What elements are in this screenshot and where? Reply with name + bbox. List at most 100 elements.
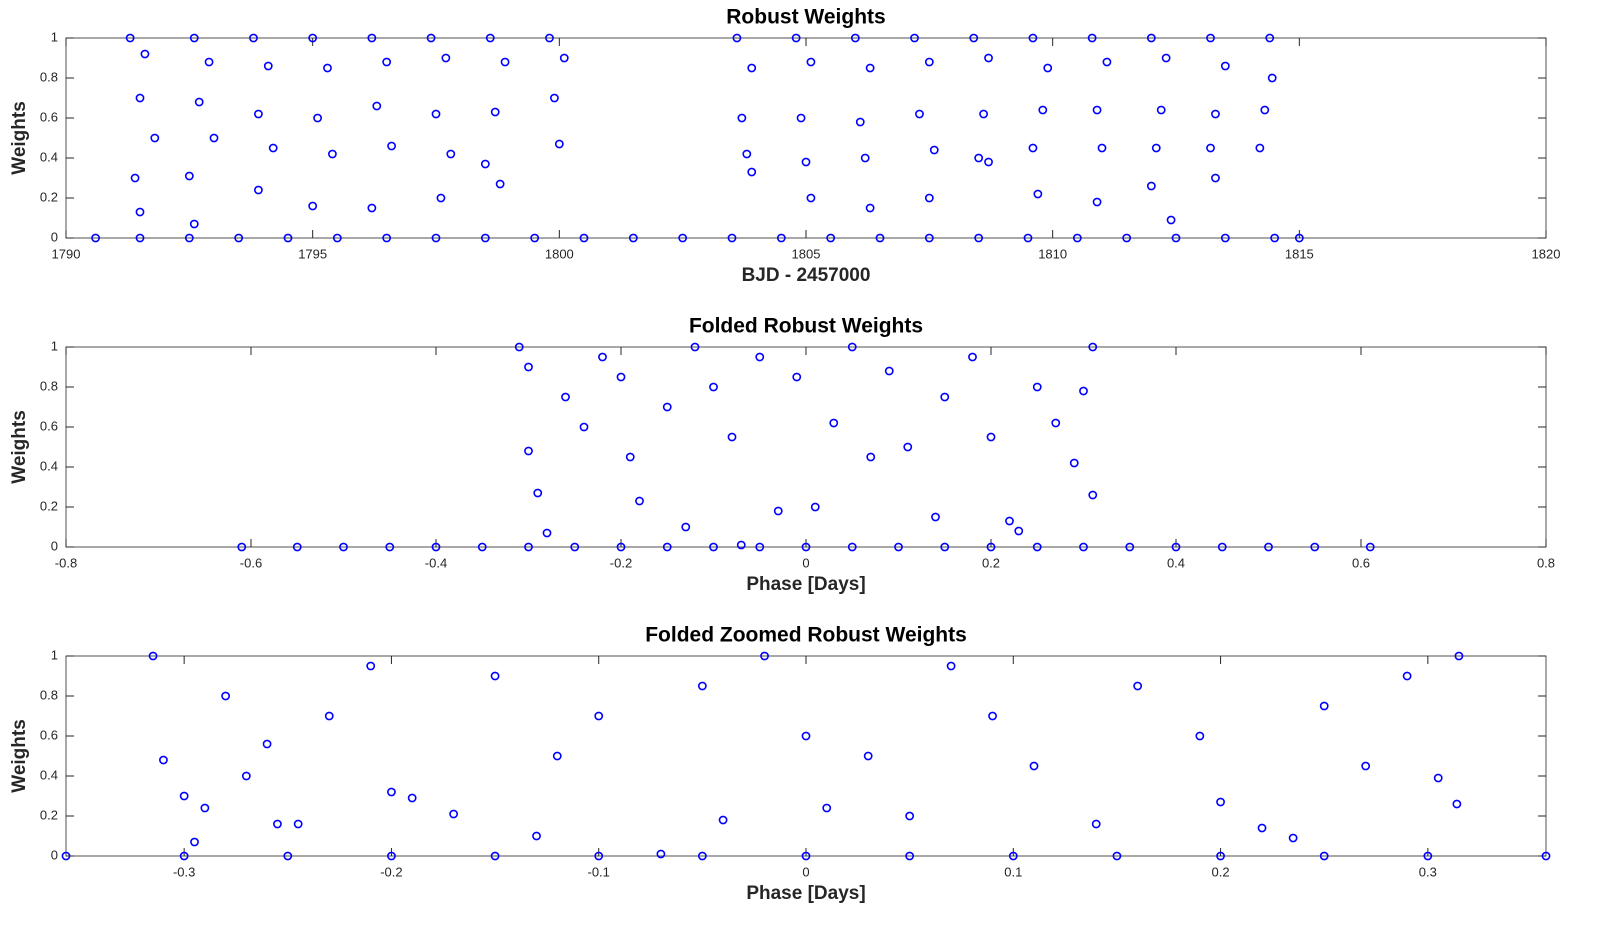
- point: [806, 57, 816, 67]
- point: [866, 452, 876, 462]
- y-axis-label: Weights: [9, 410, 30, 484]
- point: [974, 153, 984, 163]
- point: [865, 203, 875, 213]
- point: [727, 432, 737, 442]
- x-axis-label: Phase [Days]: [746, 883, 865, 904]
- point: [500, 57, 510, 67]
- point: [1195, 731, 1205, 741]
- point: [477, 542, 487, 552]
- point: [1294, 233, 1304, 243]
- x-tick-label: 1805: [792, 246, 821, 261]
- point: [801, 542, 811, 552]
- point: [1051, 418, 1061, 428]
- y-tick-label: 1: [51, 647, 58, 662]
- point: [554, 139, 564, 149]
- x-tick-label: -0.8: [55, 555, 77, 570]
- point: [490, 671, 500, 681]
- point: [1146, 33, 1156, 43]
- point: [514, 342, 524, 352]
- point: [616, 372, 626, 382]
- y-tick-label: 0.4: [40, 149, 58, 164]
- point: [1028, 143, 1038, 153]
- point: [915, 109, 924, 119]
- point: [490, 851, 500, 861]
- point: [1220, 61, 1230, 71]
- point: [570, 542, 580, 552]
- point: [791, 33, 801, 43]
- point: [865, 63, 875, 73]
- point: [253, 185, 263, 195]
- point: [1171, 233, 1181, 243]
- point: [801, 731, 811, 741]
- point: [324, 711, 334, 721]
- point: [179, 851, 189, 861]
- point: [1423, 851, 1433, 861]
- point: [1260, 105, 1270, 115]
- y-tick-label: 0.2: [40, 189, 58, 204]
- point: [559, 53, 569, 63]
- point: [1217, 542, 1227, 552]
- point: [1156, 105, 1166, 115]
- point: [709, 542, 718, 552]
- point: [550, 93, 559, 103]
- point: [308, 201, 318, 211]
- x-axis-label: BJD - 2457000: [742, 265, 871, 286]
- x-tick-label: 0.4: [1167, 555, 1185, 570]
- point: [135, 207, 145, 217]
- x-tick-label: 1790: [52, 246, 81, 261]
- point: [61, 851, 71, 861]
- point: [625, 452, 635, 462]
- y-tick-label: 0.2: [40, 807, 58, 822]
- x-tick-label: -0.2: [380, 864, 402, 879]
- x-tick-label: 0: [802, 555, 809, 570]
- point: [727, 233, 737, 243]
- point: [366, 661, 376, 671]
- point: [875, 233, 885, 243]
- point: [446, 149, 456, 159]
- point: [262, 739, 272, 749]
- point: [1133, 681, 1143, 691]
- point: [974, 233, 984, 243]
- point: [1091, 819, 1101, 829]
- point: [184, 171, 194, 181]
- point: [968, 352, 977, 362]
- point: [747, 63, 757, 73]
- point: [1257, 823, 1267, 833]
- point: [372, 101, 382, 111]
- point: [969, 33, 979, 43]
- point: [847, 342, 857, 352]
- point: [910, 33, 919, 43]
- y-tick-label: 0.8: [40, 687, 58, 702]
- point: [283, 851, 293, 861]
- point: [431, 109, 441, 119]
- point: [1005, 516, 1014, 526]
- point: [135, 93, 145, 103]
- point: [1319, 701, 1329, 711]
- point: [1255, 143, 1265, 153]
- point: [1032, 382, 1042, 392]
- point: [1014, 526, 1024, 536]
- point: [806, 193, 816, 203]
- point: [579, 233, 589, 243]
- point: [140, 49, 150, 59]
- point: [237, 542, 247, 552]
- point: [387, 141, 396, 151]
- x-tick-label: 1815: [1285, 246, 1314, 261]
- point: [91, 233, 100, 243]
- axes-box: [65, 655, 1547, 857]
- point: [1087, 33, 1097, 43]
- point: [545, 33, 554, 43]
- point: [690, 342, 700, 352]
- y-tick-label: 0.6: [40, 109, 58, 124]
- point: [1043, 63, 1053, 73]
- point: [1206, 143, 1215, 153]
- point: [1454, 651, 1464, 661]
- point: [1365, 542, 1375, 552]
- point: [1079, 386, 1088, 396]
- point: [801, 851, 811, 861]
- point: [681, 522, 691, 532]
- point: [431, 233, 441, 243]
- point: [598, 352, 607, 362]
- point: [313, 113, 322, 123]
